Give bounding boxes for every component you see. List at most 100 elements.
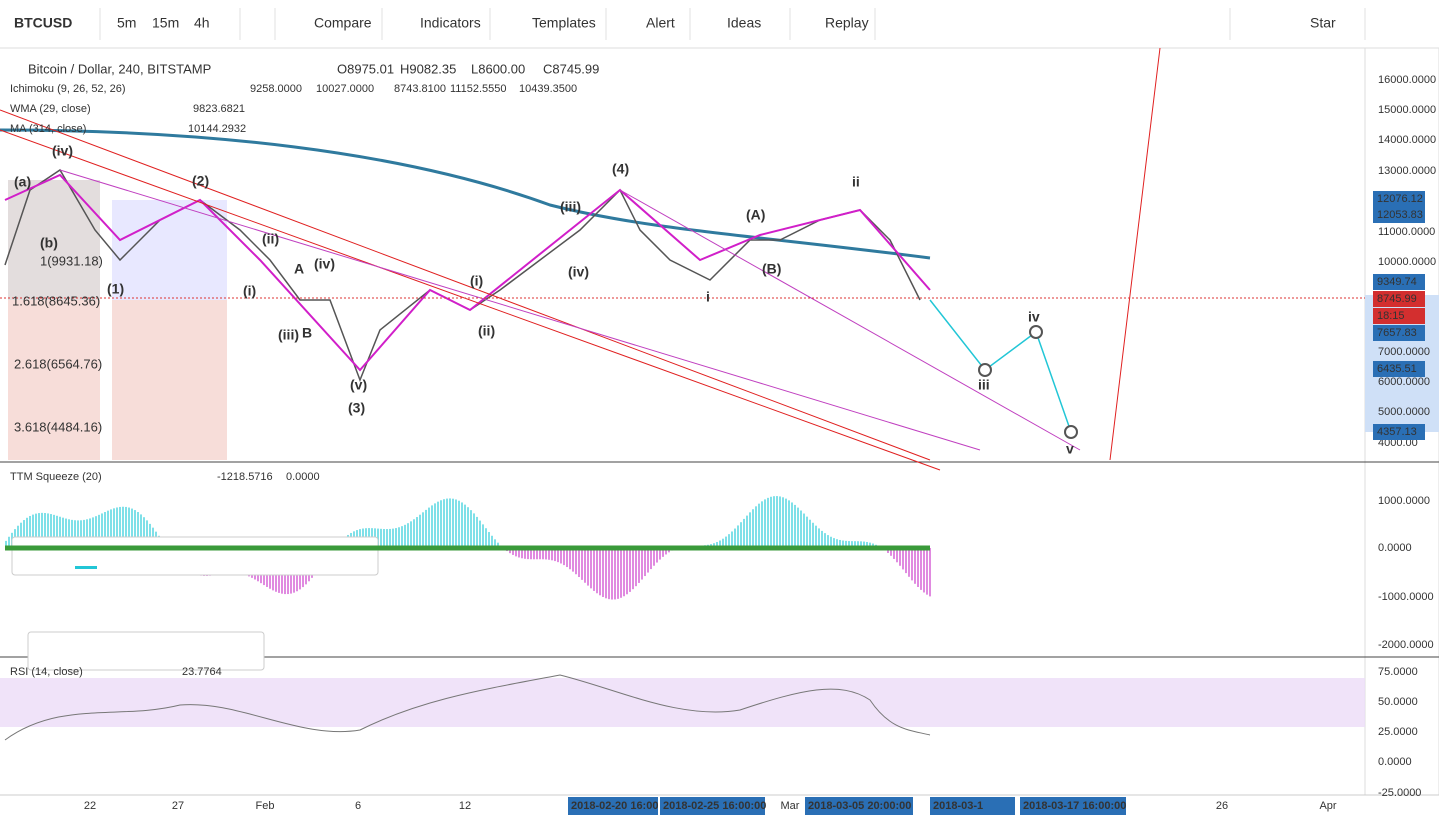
price-label: 5000.0000 xyxy=(1378,406,1430,418)
pattern-toolbar-panel xyxy=(28,632,264,670)
histogram-bar xyxy=(806,517,808,548)
histogram-bar xyxy=(914,548,916,584)
toolbar-button[interactable]: Indicators xyxy=(420,15,481,31)
histogram-bar xyxy=(653,548,655,566)
fib-label: 3.618(4484.16) xyxy=(14,419,102,434)
histogram-bar xyxy=(413,519,415,548)
histogram-bar xyxy=(404,525,406,548)
interval[interactable]: 15m xyxy=(152,15,179,31)
histogram-bar xyxy=(797,508,799,548)
histogram-bar xyxy=(926,548,928,595)
histogram-bar xyxy=(452,499,454,548)
histogram-bar xyxy=(437,502,439,548)
histogram-bar xyxy=(425,510,427,548)
rsi-axis-label: 75.0000 xyxy=(1378,666,1418,678)
histogram-bar xyxy=(746,516,748,548)
price-tag-label: 7657.83 xyxy=(1377,327,1417,339)
price-tag-label: 18:15 xyxy=(1377,310,1405,322)
histogram-bar xyxy=(923,548,925,592)
histogram-bar xyxy=(599,548,601,595)
wave-label: (2) xyxy=(192,173,209,189)
histogram-bar xyxy=(485,528,487,548)
drawing-toolbar[interactable] xyxy=(12,537,378,670)
wave-label: (B) xyxy=(762,261,781,277)
toolbar-button[interactable]: Templates xyxy=(532,15,596,31)
histogram-bar xyxy=(461,502,463,548)
histogram-bar xyxy=(569,548,571,569)
price-tag-label: 12076.12 xyxy=(1377,193,1423,205)
price-tag-label: 8745.99 xyxy=(1377,293,1417,305)
histogram-bar xyxy=(815,526,817,548)
histogram-bar xyxy=(800,511,802,548)
time-label: 22 xyxy=(84,800,96,812)
wave-label: B xyxy=(302,325,312,341)
interval[interactable]: 4h xyxy=(194,15,210,31)
histogram-bar xyxy=(791,502,793,548)
drawing-toolbar-panel xyxy=(12,537,378,575)
wave-label: (ii) xyxy=(262,231,279,247)
toolbar-button[interactable]: Compare xyxy=(314,15,372,31)
histogram-bar xyxy=(596,548,598,593)
fib-zone xyxy=(112,300,227,460)
histogram-bar xyxy=(821,531,823,548)
histogram-bar xyxy=(410,521,412,548)
wave-label: (3) xyxy=(348,400,365,416)
histogram-bar xyxy=(575,548,577,574)
histogram-bar xyxy=(638,548,640,583)
indicator-value: 8743.8100 xyxy=(394,83,446,95)
histogram-bar xyxy=(581,548,583,580)
rsi-title: RSI (14, close) xyxy=(10,666,83,678)
wave-point xyxy=(1065,426,1077,438)
legend-title: Bitcoin / Dollar, 240, BITSTAMP xyxy=(28,61,211,76)
toolbar-button[interactable]: Alert xyxy=(646,15,675,31)
rsi-axis-label: 25.0000 xyxy=(1378,726,1418,738)
ohlc-value: H9082.35 xyxy=(400,61,456,76)
histogram-bar xyxy=(899,548,901,566)
histogram-bar xyxy=(590,548,592,588)
indicator-value: 10144.2932 xyxy=(188,123,246,135)
wave-point xyxy=(1030,326,1042,338)
ttm-title: TTM Squeeze (20) xyxy=(10,471,102,483)
histogram-bar xyxy=(752,509,754,548)
toolbar-button[interactable]: Replay xyxy=(825,15,869,31)
histogram-bar xyxy=(608,548,610,599)
price-label: 13000.0000 xyxy=(1378,165,1436,177)
histogram-bar xyxy=(650,548,652,569)
histogram-bar xyxy=(809,520,811,548)
histogram-bar xyxy=(920,548,922,590)
price-tag-label: 6435.51 xyxy=(1377,363,1417,375)
histogram-bar xyxy=(902,548,904,569)
histogram-bar xyxy=(602,548,604,597)
price-label: 7000.0000 xyxy=(1378,346,1430,358)
ohlc-value: C8745.99 xyxy=(543,61,599,76)
histogram-bar xyxy=(794,505,796,548)
histogram-bar xyxy=(776,496,778,548)
toolbar-button[interactable]: Ideas xyxy=(727,15,761,31)
ttm-value: 0.0000 xyxy=(286,471,320,483)
histogram-bar xyxy=(626,548,628,594)
histogram-bar xyxy=(905,548,907,573)
wave-label: (i) xyxy=(470,273,483,289)
histogram-bar xyxy=(734,529,736,548)
time-label: Feb xyxy=(256,800,275,812)
wave-label: v xyxy=(1066,441,1074,457)
histogram-bar xyxy=(467,507,469,548)
histogram-bar xyxy=(578,548,580,577)
histogram-bar xyxy=(911,548,913,580)
time-label: 27 xyxy=(172,800,184,812)
histogram-bar xyxy=(761,501,763,548)
histogram-bar xyxy=(470,510,472,548)
time-label: 26 xyxy=(1216,800,1228,812)
indicator-value: 11152.5550 xyxy=(450,83,506,95)
price-tag-label: 9349.74 xyxy=(1377,276,1417,288)
histogram-bar xyxy=(458,501,460,548)
interval[interactable]: 5m xyxy=(117,15,136,31)
symbol: BTCUSD xyxy=(14,15,72,31)
price-tag-label: 12053.83 xyxy=(1377,209,1423,221)
wave-label: (iv) xyxy=(52,143,73,159)
histogram-bar xyxy=(398,527,400,548)
time-label: Mar xyxy=(781,800,800,812)
histogram-bar xyxy=(383,529,385,548)
wave-label: (A) xyxy=(746,207,765,223)
